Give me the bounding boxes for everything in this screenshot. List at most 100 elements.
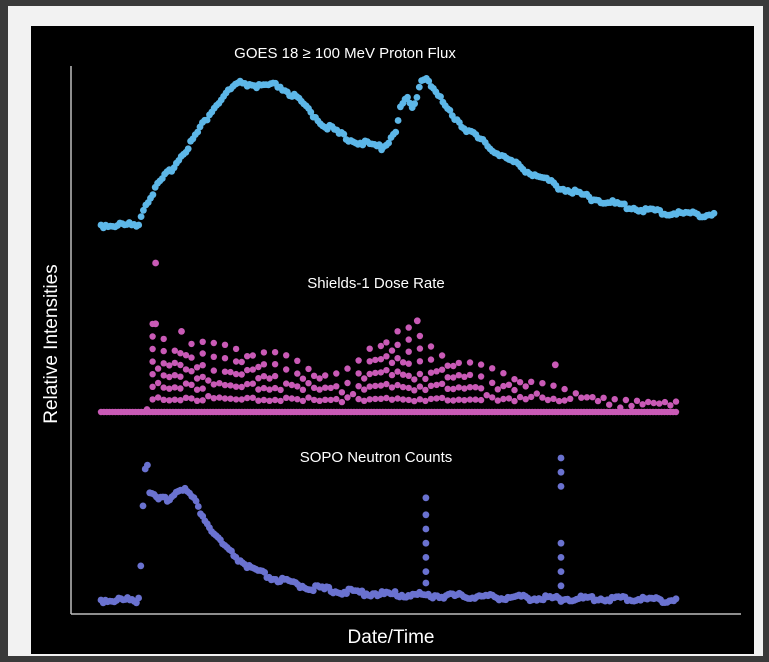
data-point <box>383 339 390 346</box>
data-point <box>184 145 192 153</box>
data-point <box>422 511 430 519</box>
data-point <box>171 347 178 354</box>
data-point <box>322 384 329 391</box>
data-point <box>461 373 468 380</box>
data-point <box>372 356 379 364</box>
data-point <box>617 404 624 411</box>
data-point <box>405 396 412 404</box>
data-point <box>372 395 379 403</box>
data-point <box>557 539 565 547</box>
data-point <box>388 396 396 403</box>
data-point <box>433 395 440 402</box>
data-point <box>216 380 223 387</box>
data-point <box>227 395 234 402</box>
data-point <box>205 377 212 384</box>
data-point <box>466 384 474 391</box>
data-point <box>383 353 390 360</box>
data-point <box>528 378 535 385</box>
data-point <box>160 347 167 355</box>
data-point <box>271 396 279 404</box>
data-point <box>333 383 340 390</box>
data-point <box>271 349 279 356</box>
data-point <box>388 359 396 366</box>
data-point <box>194 128 202 136</box>
data-point <box>160 360 167 367</box>
data-point <box>338 389 346 396</box>
data-point <box>377 369 385 376</box>
data-point <box>283 394 290 401</box>
data-point <box>199 362 206 369</box>
data-point <box>425 77 433 85</box>
data-point <box>477 373 485 380</box>
data-point <box>294 383 301 390</box>
data-point <box>149 383 156 390</box>
data-point <box>516 393 524 401</box>
data-point <box>232 345 240 353</box>
data-point <box>544 396 552 404</box>
data-point <box>344 365 351 372</box>
data-point <box>522 396 529 403</box>
data-point <box>500 370 507 377</box>
data-point <box>500 382 507 390</box>
data-point <box>461 397 468 404</box>
data-point <box>160 396 167 403</box>
data-point <box>710 209 718 217</box>
data-point <box>135 594 142 602</box>
data-point <box>422 397 429 405</box>
data-point <box>199 373 206 381</box>
data-point <box>438 366 446 373</box>
data-point <box>355 357 362 364</box>
data-point <box>416 345 424 352</box>
data-point <box>606 401 613 408</box>
data-point <box>555 397 563 405</box>
data-point <box>271 384 279 392</box>
data-point <box>472 396 479 403</box>
data-point <box>466 396 474 403</box>
data-point <box>154 394 162 401</box>
data-point <box>249 394 256 401</box>
data-point <box>188 381 195 388</box>
data-point <box>466 371 474 379</box>
data-point <box>411 100 418 108</box>
data-point <box>422 579 430 587</box>
data-point <box>232 396 240 403</box>
data-point <box>260 373 268 380</box>
series-proton-flux <box>97 75 718 232</box>
data-point <box>277 397 284 405</box>
data-point <box>299 375 307 382</box>
data-point <box>422 554 430 561</box>
data-point <box>388 371 396 379</box>
data-point <box>405 348 412 355</box>
data-point <box>385 139 392 147</box>
chart-panel: GOES 18 ≥ 100 MeV Proton Flux Shields-1 … <box>31 26 754 654</box>
data-point <box>572 390 579 397</box>
data-point <box>405 384 412 392</box>
data-point <box>166 397 173 404</box>
data-point <box>316 397 323 404</box>
data-point <box>188 368 195 375</box>
data-point <box>416 358 424 365</box>
data-point <box>199 338 206 345</box>
data-point <box>238 396 245 403</box>
data-point <box>199 350 206 357</box>
data-point <box>667 402 674 409</box>
data-point <box>192 497 200 505</box>
data-point <box>249 380 256 387</box>
data-point <box>244 353 251 360</box>
data-point <box>561 397 568 404</box>
data-point <box>149 371 156 378</box>
data-point <box>299 397 307 405</box>
data-point <box>466 359 474 366</box>
data-point <box>249 366 256 373</box>
data-point <box>505 395 513 402</box>
data-point <box>182 394 190 401</box>
data-point <box>433 381 440 389</box>
data-point <box>427 382 435 389</box>
data-point <box>366 370 373 378</box>
data-point <box>166 362 173 369</box>
data-point <box>349 390 357 398</box>
data-point <box>511 386 518 394</box>
data-point <box>472 384 479 391</box>
data-point <box>405 372 412 379</box>
data-point <box>255 397 262 404</box>
